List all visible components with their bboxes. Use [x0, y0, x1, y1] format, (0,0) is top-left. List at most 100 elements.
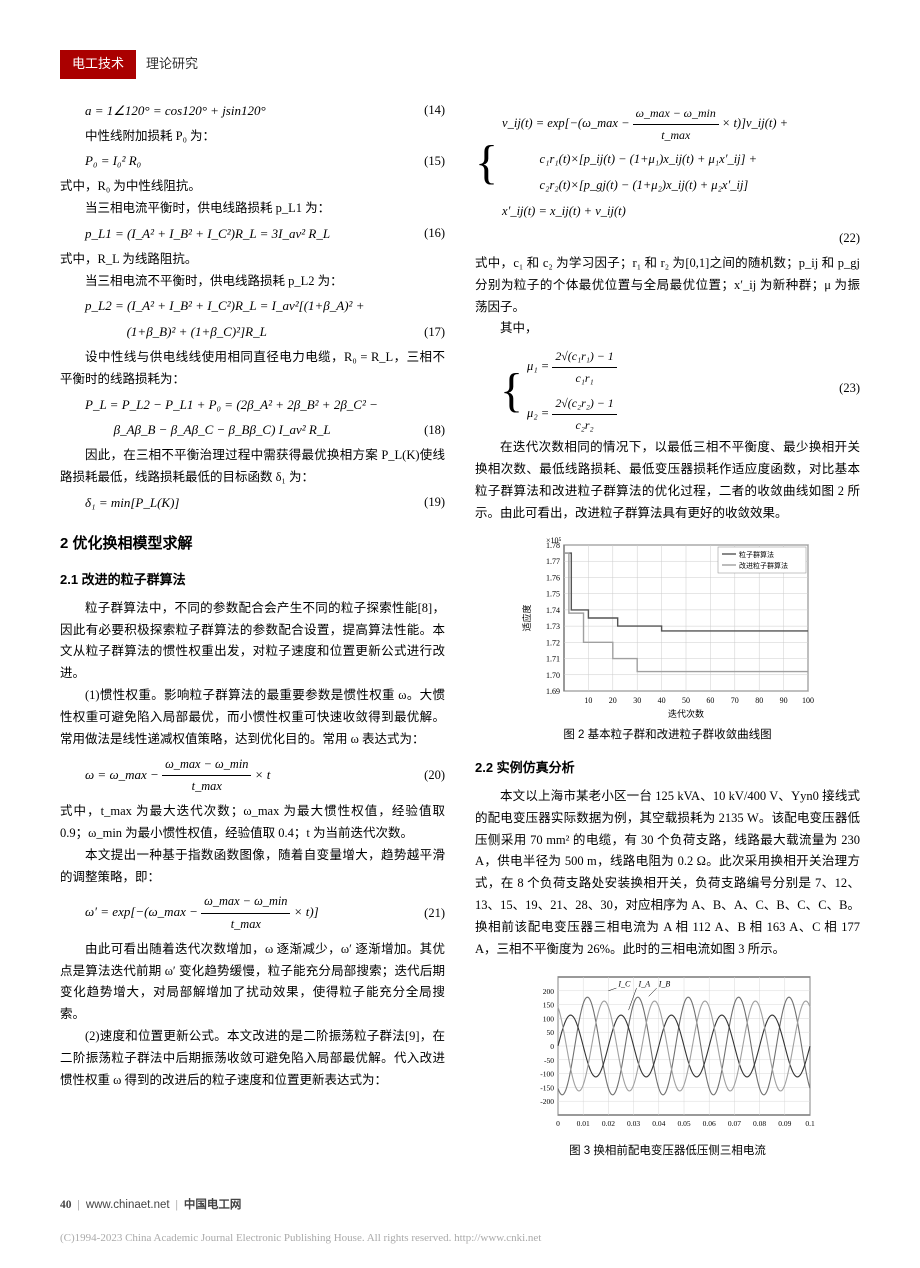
eq-line: c₂r₂(t)×[p_gj(t) − (1+μ₂)x_ij(t) + μ₂x′_…	[502, 175, 788, 197]
svg-text:200: 200	[542, 987, 554, 996]
equation-17b: (1+β_B)² + (1+β_C)²]R_L (17)	[60, 321, 445, 344]
svg-text:-150: -150	[540, 1083, 554, 1092]
para: (1)惯性权重。影响粒子群算法的最重要参数是惯性权重 ω。大惯性权重可避免陷入局…	[60, 685, 445, 751]
para: 其中，	[475, 318, 860, 340]
svg-text:1.69: 1.69	[546, 687, 560, 696]
eq-body: P_L = P_L2 − P_L1 + P₀ = (2β_A² + 2β_B² …	[85, 394, 399, 417]
svg-text:30: 30	[633, 696, 641, 705]
svg-text:0.1: 0.1	[805, 1119, 815, 1128]
svg-text:40: 40	[657, 696, 665, 705]
para: 中性线附加损耗 P₀ 为：	[60, 126, 445, 148]
eq-line: μ₁ = 2√(c₁r₁) − 1 c₁r₁	[527, 346, 617, 389]
frac-den: t_max	[162, 776, 251, 798]
svg-text:1.71: 1.71	[546, 654, 560, 663]
fraction: ω_max − ω_min t_max	[633, 103, 719, 146]
svg-text:0.06: 0.06	[702, 1119, 715, 1128]
svg-text:50: 50	[546, 1028, 554, 1037]
eq-22-num-row: (22)	[475, 228, 860, 250]
eq-number: (14)	[399, 100, 445, 122]
eq-number: (16)	[399, 223, 445, 245]
svg-text:50: 50	[682, 696, 690, 705]
svg-text:0: 0	[556, 1119, 560, 1128]
svg-text:粒子群算法: 粒子群算法	[739, 550, 774, 559]
para: 当三相电流不平衡时，供电线路损耗 p_L2 为：	[60, 271, 445, 293]
section-tag: 电工技术	[60, 50, 136, 79]
eq-number: (21)	[399, 903, 445, 925]
para: 粒子群算法中，不同的参数配合会产生不同的粒子探索性能[8]，因此有必要积极探索粒…	[60, 598, 445, 686]
svg-text:100: 100	[802, 696, 814, 705]
equation-19: δ₁ = min[P_L(K)] (19)	[60, 492, 445, 515]
para: 式中，R₀ 为中性线阻抗。	[60, 176, 445, 198]
heading-3: 2.2 实例仿真分析	[475, 757, 860, 780]
svg-text:I_A: I_A	[637, 979, 650, 988]
frac-num: ω_max − ω_min	[201, 891, 290, 914]
eq-body: (1+β_B)² + (1+β_C)²]R_L	[85, 321, 399, 344]
frac-num: 2√(c₂r₂) − 1	[552, 393, 616, 415]
svg-text:0.05: 0.05	[677, 1119, 690, 1128]
svg-text:0.01: 0.01	[576, 1119, 589, 1128]
eq-line: μ₂ = 2√(c₂r₂) − 1 c₂r₂	[527, 393, 617, 436]
frac-num: 2√(c₁r₁) − 1	[552, 346, 616, 368]
frac-num: ω_max − ω_min	[162, 754, 251, 777]
page-header: 电工技术 理论研究	[60, 50, 860, 79]
page-footer: 40 | www.chinaet.net | 中国电工网	[60, 1195, 860, 1215]
left-brace-icon: {	[475, 140, 498, 186]
svg-text:0.03: 0.03	[627, 1119, 640, 1128]
eq-number: (23)	[814, 378, 860, 400]
svg-text:80: 80	[755, 696, 763, 705]
fraction: ω_max − ω_min t_max	[162, 754, 251, 798]
equation-14: a = 1∠120° = cos120° + jsin120° (14)	[60, 100, 445, 123]
right-column: { v_ij(t) = exp[−(ω_max − ω_max − ω_min …	[475, 97, 860, 1169]
heading-3: 2.1 改进的粒子群算法	[60, 569, 445, 592]
svg-text:改进粒子群算法: 改进粒子群算法	[739, 561, 788, 570]
svg-text:1.70: 1.70	[546, 671, 560, 680]
two-column-body: a = 1∠120° = cos120° + jsin120° (14) 中性线…	[60, 97, 860, 1169]
eq-frag: × t)]v_ij(t) +	[722, 116, 788, 130]
svg-text:I_B: I_B	[657, 979, 670, 988]
equation-20: ω = ω_max − ω_max − ω_min t_max × t (20)	[60, 754, 445, 798]
eq-body: p_L1 = (I_A² + I_B² + I_C²)R_L = 3I_av² …	[85, 223, 399, 246]
equation-21: ω′ = exp[−(ω_max − ω_max − ω_min t_max ×…	[60, 891, 445, 935]
equation-15: P₀ = I₀² R₀ (15)	[60, 150, 445, 173]
eq-frag: × t	[255, 767, 271, 782]
footer-brand: 中国电工网	[184, 1195, 242, 1215]
eq-body: P₀ = I₀² R₀	[85, 150, 399, 173]
svg-text:10: 10	[584, 696, 592, 705]
svg-text:-200: -200	[540, 1097, 554, 1106]
eq-body: ω′ = exp[−(ω_max − ω_max − ω_min t_max ×…	[85, 891, 399, 935]
equation-18a: P_L = P_L2 − P_L1 + P₀ = (2β_A² + 2β_B² …	[60, 394, 445, 417]
fraction: 2√(c₂r₂) − 1 c₂r₂	[552, 393, 616, 436]
eq-line: c₁r₁(t)×[p_ij(t) − (1+μ₁)x_ij(t) + μ₁x′_…	[502, 149, 788, 171]
svg-text:迭代次数: 迭代次数	[667, 708, 703, 719]
figure-2-caption: 图 2 基本粒子群和改进粒子群收敛曲线图	[475, 725, 860, 745]
svg-text:-50: -50	[544, 1056, 554, 1065]
eq-body: a = 1∠120° = cos120° + jsin120°	[85, 100, 399, 123]
para: 当三相电流平衡时，供电线路损耗 p_L1 为：	[60, 198, 445, 220]
para: (2)速度和位置更新公式。本文改进的是二阶振荡粒子群法[9]，在二阶振荡粒子群法…	[60, 1026, 445, 1092]
eq-body: δ₁ = min[P_L(K)]	[85, 492, 399, 515]
brace-body: v_ij(t) = exp[−(ω_max − ω_max − ω_min t_…	[502, 103, 788, 223]
eq-body: p_L2 = (I_A² + I_B² + I_C²)R_L = I_av²[(…	[85, 295, 399, 318]
figure-3-caption: 图 3 换相前配电变压器低压侧三相电流	[475, 1141, 860, 1161]
para: 式中，R_L 为线路阻抗。	[60, 249, 445, 271]
figure-3-chart: 00.010.020.030.040.050.060.070.080.090.1…	[518, 967, 818, 1137]
eq-line: x′_ij(t) = x_ij(t) + v_ij(t)	[502, 201, 788, 223]
brace-body: μ₁ = 2√(c₁r₁) − 1 c₁r₁ μ₂ = 2√(c₂r₂) − 1…	[527, 346, 617, 435]
para: 本文提出一种基于指数函数图像，随着自变量增大，趋势越平滑的调整策略，即：	[60, 845, 445, 889]
eq-frag: ω = ω_max −	[85, 767, 162, 782]
eq-number: (15)	[399, 151, 445, 173]
equation-22: { v_ij(t) = exp[−(ω_max − ω_max − ω_min …	[475, 97, 860, 225]
frac-num: ω_max − ω_min	[633, 103, 719, 125]
eq-frag: μ₂ =	[527, 406, 552, 420]
svg-text:0: 0	[550, 1042, 554, 1051]
footer-site: www.chinaet.net	[86, 1195, 170, 1215]
svg-text:适应度: 适应度	[521, 604, 532, 631]
equation-17a: p_L2 = (I_A² + I_B² + I_C²)R_L = I_av²[(…	[60, 295, 445, 318]
eq-frag: v_ij(t) = exp[−(ω_max −	[502, 116, 633, 130]
page-number: 40	[60, 1195, 72, 1215]
svg-text:150: 150	[542, 1000, 554, 1009]
equation-18b: β_Aβ_B − β_Aβ_C − β_Bβ_C) I_av² R_L (18)	[60, 419, 445, 442]
svg-text:60: 60	[706, 696, 714, 705]
fraction: 2√(c₁r₁) − 1 c₁r₁	[552, 346, 616, 389]
figure-2-chart: 1020304050607080901001.691.701.711.721.7…	[518, 531, 818, 721]
